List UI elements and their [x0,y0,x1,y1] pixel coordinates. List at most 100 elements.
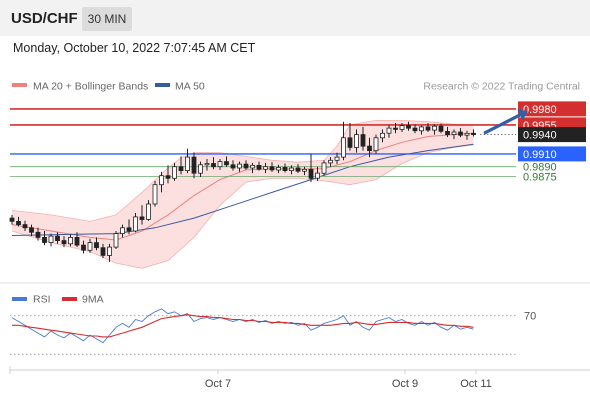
level-label-09890: 0.9890 [523,162,557,174]
rsi-plot: 70 [10,308,536,355]
credit-label: Research © 2022 Trading Central [423,81,580,93]
candle-body [328,159,333,164]
candle-body [393,127,398,130]
level-label-09910: 0.9910 [523,149,557,161]
candle-body [211,163,216,168]
candle-body [321,162,327,174]
candle-body [16,220,21,225]
candle-body [185,156,190,172]
candle-body [198,164,203,174]
time-tick-label: Oct 11 [460,378,492,390]
candle-body [276,166,281,171]
level-label-09940: 0.9940 [523,130,557,142]
candle-body [42,236,47,243]
level-tag-09910 [518,146,586,162]
legend-9ma-label: 9MA [82,294,104,306]
candle-body [9,217,15,222]
candle-body [224,161,229,166]
candle-body [334,156,340,161]
rsi-series-9ma [12,314,474,338]
candle-body [55,235,60,242]
candle-body [282,166,288,171]
candle-body [191,156,197,174]
candle-body [159,175,164,186]
candle-body [204,163,210,166]
datetime-label: Monday, October 10, 2022 7:07:45 AM CET [13,41,256,55]
candle-body [243,163,249,169]
symbol-label: USD/CHF [11,10,78,27]
legend-ma50-swatch [155,83,170,87]
candle-body [302,168,307,172]
candle-body [354,134,359,148]
candle-body [48,235,54,243]
candle-body [172,166,177,179]
time-ticks: Oct 7 Oct 9 Oct 11 [205,370,492,390]
candle-body [113,233,119,248]
candle-body [81,244,86,251]
candle-body [269,166,275,171]
candle-body [126,227,132,232]
candle-body [347,137,353,148]
timeframe-button[interactable]: 30 MIN [82,7,132,31]
candle-body [360,134,366,147]
level-label-09980: 0.9980 [523,104,557,116]
candle-body [406,125,411,129]
candle-body [315,172,320,179]
candle-body [120,227,125,235]
candle-body [295,167,301,172]
legend-ma20-swatch [12,83,27,87]
candle-body [445,130,450,135]
candle-body [100,247,106,256]
candle-body [263,166,268,170]
candle-body [380,132,385,139]
candle-body [230,164,236,169]
time-tick-label: Oct 9 [392,378,418,390]
level-tag-09980 [518,101,586,117]
candle-body [367,145,372,152]
legend-rsi-label: RSI [33,294,51,306]
rsi-level-label: 70 [524,311,536,323]
candle-body [425,126,431,131]
forecast-arrow-line [483,113,521,135]
bollinger-upper-line [11,120,474,222]
candle-body [61,240,67,245]
legend-ma50-label: MA 50 [175,81,205,93]
forecast-arrow-head [517,109,528,121]
level-tag-09940 [518,127,586,143]
candle-body [217,161,223,168]
candle-body [35,231,41,238]
candle-body [412,127,418,132]
candle-body [250,164,255,169]
bollinger-lower-line [11,144,474,269]
candle-body [107,246,112,256]
candle-body [139,216,145,220]
candle-body [399,125,405,130]
legend-rsi-swatch [12,297,27,301]
candle-body [458,131,463,136]
time-tick-label: Oct 7 [205,378,231,390]
candle-body [152,184,158,205]
candle-body [308,168,314,179]
candle-body [471,132,476,136]
level-label-09875: 0.9875 [523,171,557,183]
candle-body [29,227,34,233]
candle-body [256,164,262,170]
candle-body [94,242,99,249]
candle-body [74,236,80,246]
candle-body [289,167,294,171]
candle-body [373,137,379,152]
candle-body [133,216,138,232]
candle-body [237,163,242,169]
candle-body [341,137,346,158]
candle-body [432,125,437,131]
candle-body [22,224,28,229]
candle-body [165,175,171,179]
legend-ma20-label: MA 20 + Bollinger Bands [33,81,148,93]
legend-9ma-swatch [62,297,77,301]
candle-body [87,242,93,251]
candle-body [68,236,73,245]
ma50-line [11,143,474,236]
candle-body [419,126,424,132]
